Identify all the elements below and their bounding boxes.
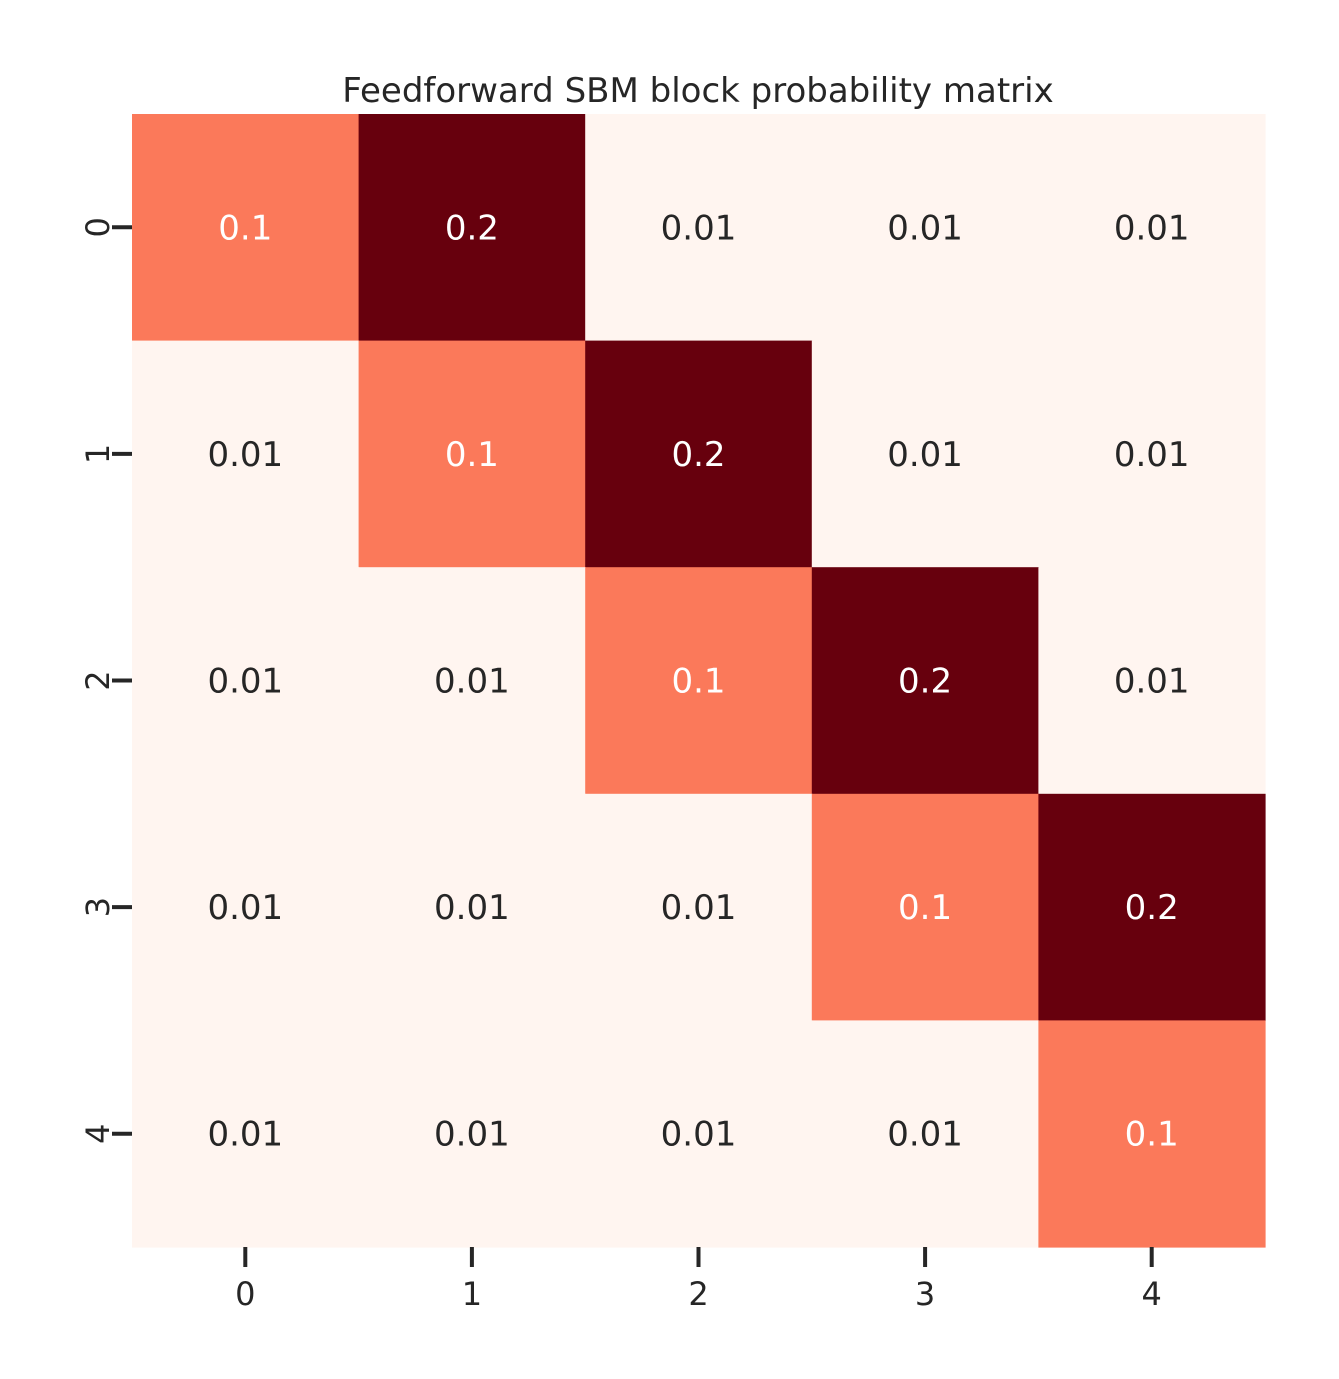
cell-label-0-4: 0.01 <box>1114 208 1190 248</box>
y-tick-label-1: 1 <box>79 444 117 464</box>
cell-label-3-3: 0.1 <box>898 888 952 928</box>
heatmap-cell-2-0 <box>132 567 360 795</box>
cell-label-1-3: 0.01 <box>887 435 963 475</box>
heatmap-cell-0-2 <box>585 114 813 342</box>
y-axis: 0 1 2 3 4 <box>79 217 132 1144</box>
heatmap-cell-3-0 <box>132 793 360 1021</box>
y-tick-label-4: 4 <box>79 1124 117 1144</box>
heatmap-cells: 0.1 0.2 0.01 0.01 0.01 0.01 0.1 0.2 0.01 0.01 0.01… <box>132 114 1266 1248</box>
heatmap-cell-3-4 <box>1038 793 1266 1021</box>
x-tick-label-3: 3 <box>915 1275 935 1313</box>
heatmap-cell-2-2 <box>585 567 813 795</box>
cell-label-2-3: 0.2 <box>898 662 952 702</box>
cell-label-0-2: 0.01 <box>661 208 737 248</box>
cell-label-1-4: 0.01 <box>1114 435 1190 475</box>
heatmap-cell-2-3 <box>811 567 1039 795</box>
heatmap-cell-3-2 <box>585 793 813 1021</box>
cell-label-4-3: 0.01 <box>887 1115 963 1155</box>
heatmap-cell-0-1 <box>358 114 586 342</box>
cell-label-1-2: 0.2 <box>671 435 725 475</box>
heatmap-cell-1-1 <box>358 340 586 568</box>
x-tick-label-1: 1 <box>462 1275 482 1313</box>
x-tick-label-2: 2 <box>688 1275 708 1313</box>
heatmap-cell-4-4 <box>1038 1020 1266 1248</box>
heatmap-cell-0-3 <box>811 114 1039 342</box>
y-tick-label-2: 2 <box>79 670 117 690</box>
x-tick-label-4: 4 <box>1142 1275 1162 1313</box>
cell-label-2-4: 0.01 <box>1114 662 1190 702</box>
cell-label-3-2: 0.01 <box>661 888 737 928</box>
cell-label-0-1: 0.2 <box>445 208 499 248</box>
cell-label-4-4: 0.1 <box>1125 1115 1179 1155</box>
heatmap-cell-1-4 <box>1038 340 1266 568</box>
cell-label-0-3: 0.01 <box>887 208 963 248</box>
cell-label-4-1: 0.01 <box>434 1115 510 1155</box>
cell-label-2-0: 0.01 <box>207 662 283 702</box>
heatmap-cell-0-0 <box>132 114 360 342</box>
heatmap-cell-3-1 <box>358 793 586 1021</box>
heatmap-cell-1-2 <box>585 340 813 568</box>
heatmap-cell-4-2 <box>585 1020 813 1248</box>
cell-label-1-1: 0.1 <box>445 435 499 475</box>
cell-label-4-0: 0.01 <box>207 1115 283 1155</box>
cell-label-1-0: 0.01 <box>207 435 283 475</box>
cell-label-3-0: 0.01 <box>207 888 283 928</box>
cell-label-3-1: 0.01 <box>434 888 510 928</box>
chart-title: Feedforward SBM block probability matrix <box>342 71 1053 111</box>
heatmap-cell-0-4 <box>1038 114 1266 342</box>
heatmap-cell-4-3 <box>811 1020 1039 1248</box>
heatmap-cell-1-0 <box>132 340 360 568</box>
heatmap-cell-4-0 <box>132 1020 360 1248</box>
y-tick-label-3: 3 <box>79 897 117 917</box>
cell-label-2-1: 0.01 <box>434 662 510 702</box>
heatmap-cell-4-1 <box>358 1020 586 1248</box>
x-tick-label-0: 0 <box>235 1275 255 1313</box>
heatmap-cell-2-1 <box>358 567 586 795</box>
cell-label-0-0: 0.1 <box>218 208 272 248</box>
cell-label-4-2: 0.01 <box>661 1115 737 1155</box>
x-axis: 0 1 2 3 4 <box>235 1247 1162 1313</box>
heatmap-cell-2-4 <box>1038 567 1266 795</box>
heatmap-cell-3-3 <box>811 793 1039 1021</box>
y-tick-label-0: 0 <box>79 217 117 237</box>
cell-label-2-2: 0.1 <box>671 662 725 702</box>
heatmap-cell-1-3 <box>811 340 1039 568</box>
cell-label-3-4: 0.2 <box>1125 888 1179 928</box>
